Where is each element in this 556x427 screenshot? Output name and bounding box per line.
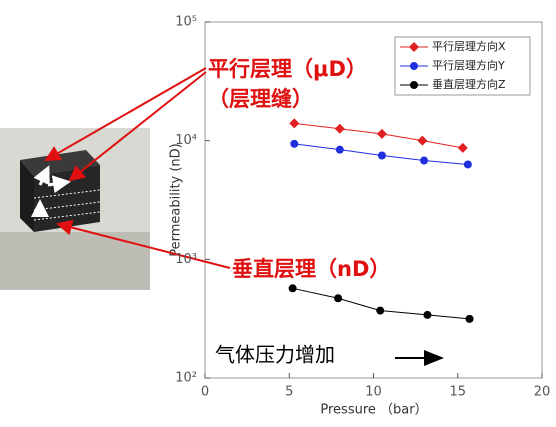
x-tick-label: 20 [534, 385, 551, 400]
annotation: （层理缝） [208, 87, 313, 111]
legend-marker [409, 42, 419, 52]
series-line [294, 122, 463, 149]
legend-label: 平行层理方向X [432, 39, 506, 53]
data-point [465, 314, 474, 323]
x-tick-label: 0 [201, 385, 209, 400]
annotation: 垂直层理（nD） [232, 257, 390, 281]
data-point [457, 142, 468, 153]
data-point [288, 284, 297, 293]
data-point [376, 306, 385, 315]
legend-label: 垂直层理方向Z [432, 77, 506, 91]
data-point [423, 310, 432, 319]
legend-marker [410, 62, 418, 70]
data-point [335, 145, 344, 154]
y-tick-label: 10⁴ [175, 133, 197, 148]
arrow [44, 67, 207, 161]
x-tick-label: 10 [365, 385, 382, 400]
y-tick-label: 10³ [175, 252, 197, 267]
annotation: 气体压力增加 [215, 343, 335, 367]
y-tick-label: 10² [175, 371, 197, 386]
data-point [376, 128, 387, 139]
sample-photo [0, 128, 150, 290]
data-point [420, 156, 429, 165]
data-point [417, 135, 428, 146]
x-tick-label: 5 [285, 385, 293, 400]
arrow [56, 219, 231, 269]
legend-marker [410, 81, 418, 89]
data-point [290, 139, 299, 148]
x-axis-label: Pressure （bar） [320, 403, 427, 418]
y-axis-label: Permeability (nD) [169, 143, 184, 257]
data-point [334, 294, 343, 303]
data-point [289, 118, 300, 129]
y-tick-label: 10⁵ [175, 15, 197, 30]
annotation: 平行层理（μD） [208, 57, 367, 81]
legend-label: 平行层理方向Y [432, 58, 505, 72]
x-tick-label: 15 [449, 385, 466, 400]
arrow [68, 71, 207, 182]
data-point [377, 151, 386, 160]
data-point [334, 123, 345, 134]
data-point [463, 160, 472, 169]
